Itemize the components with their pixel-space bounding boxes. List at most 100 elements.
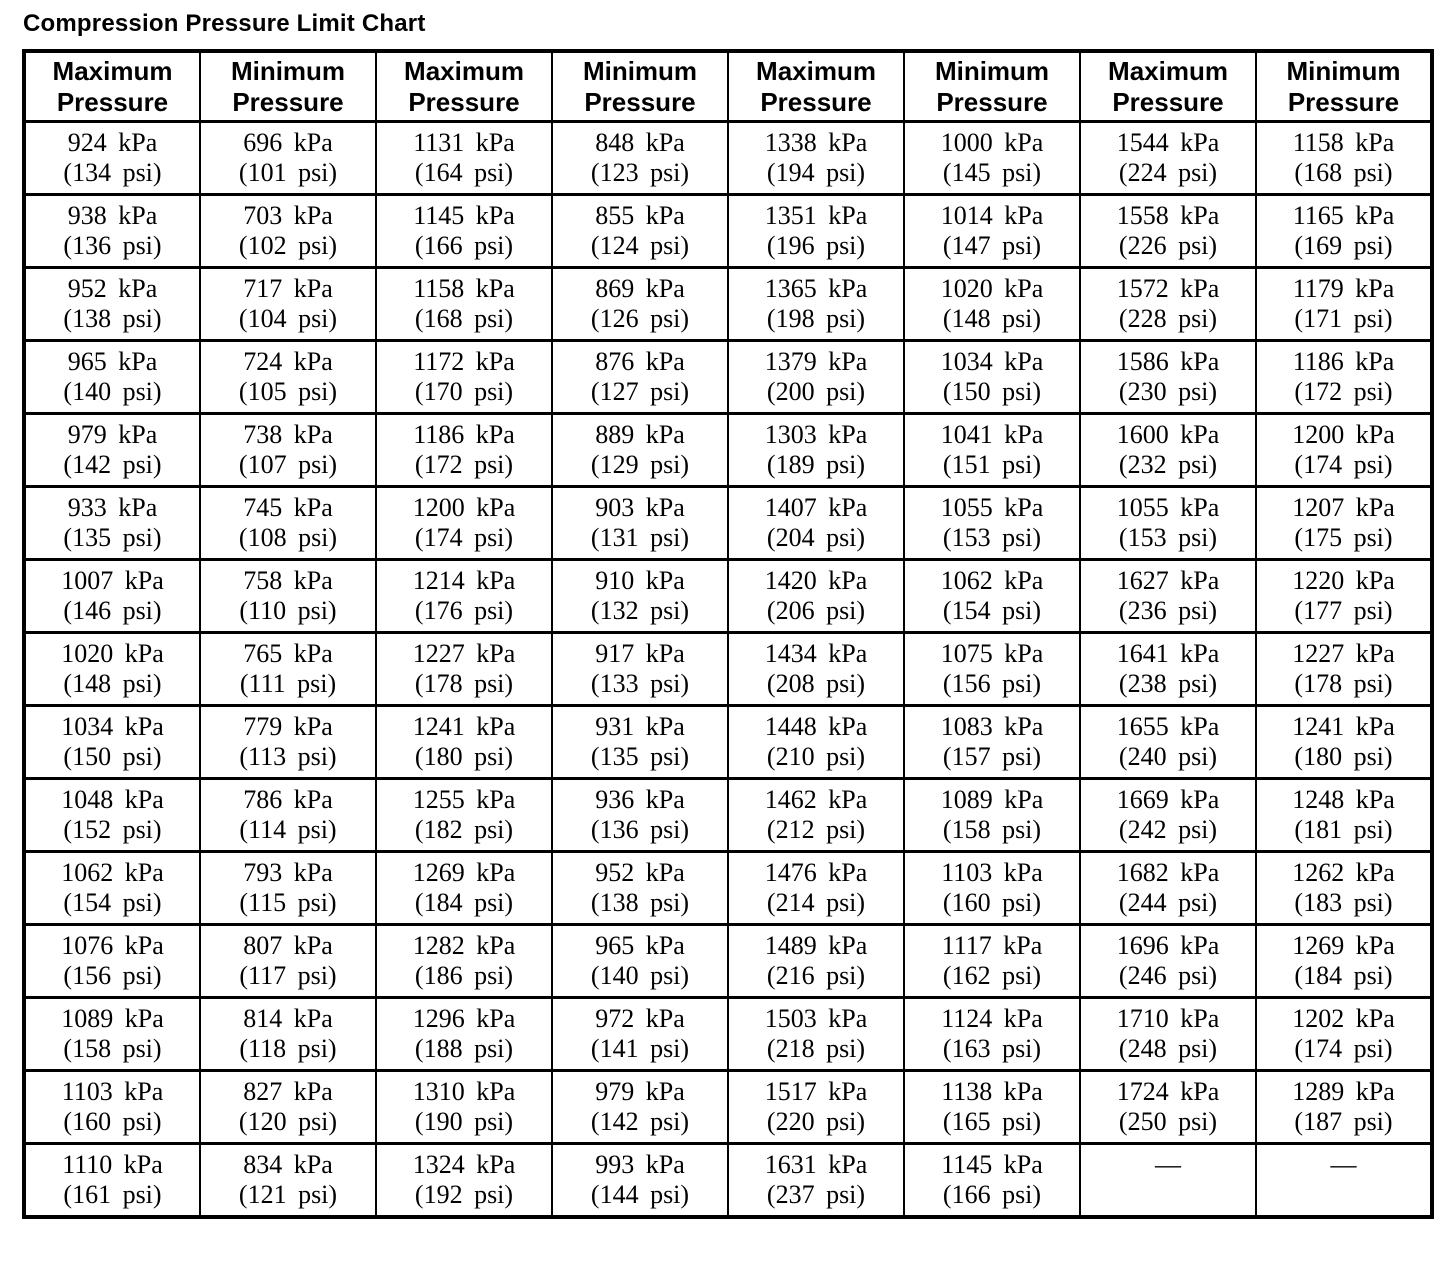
psi-value: (117 psi) (239, 961, 337, 990)
pressure-cell: 1379 kPa (200 psi) (727, 339, 905, 415)
column-header-4: Minimum Pressure (551, 49, 729, 123)
kpa-value: 814 kPa (243, 1004, 333, 1033)
psi-value: (169 psi) (1294, 231, 1393, 260)
psi-value: (157 psi) (942, 742, 1042, 771)
pressure-cell: 1407 kPa (204 psi) (727, 485, 905, 561)
psi-value: (151 psi) (942, 450, 1042, 479)
psi-value: (134 psi) (63, 158, 162, 187)
psi-value: (192 psi) (414, 1180, 514, 1209)
kpa-value: 1248 kPa (1292, 785, 1395, 814)
pressure-cell: 1517 kPa (220 psi) (727, 1069, 905, 1145)
column-header-line1: Maximum (404, 55, 524, 86)
kpa-value: 1020 kPa (61, 639, 164, 668)
pressure-cell: 1365 kPa (198 psi) (727, 266, 905, 342)
pressure-cell: 717 kPa (104 psi) (199, 266, 377, 342)
pressure-cell: 1041 kPa (151 psi) (903, 412, 1081, 488)
pressure-cell: 1014 kPa (147 psi) (903, 193, 1081, 269)
pressure-cell: 889 kPa (129 psi) (551, 412, 729, 488)
kpa-value: 1379 kPa (764, 347, 868, 376)
kpa-value: — (1330, 1150, 1357, 1179)
pressure-cell: 834 kPa (121 psi) (199, 1142, 377, 1219)
psi-value: (140 psi) (63, 377, 162, 406)
kpa-value: 924 kPa (67, 128, 158, 157)
kpa-value: 1434 kPa (764, 639, 868, 668)
kpa-value: 779 kPa (243, 712, 333, 741)
pressure-cell: 1269 kPa (184 psi) (1255, 923, 1433, 999)
psi-value: (158 psi) (942, 815, 1042, 844)
pressure-cell: — (1255, 1142, 1433, 1219)
psi-value: (160 psi) (63, 1107, 162, 1136)
pressure-cell: 910 kPa (132 psi) (551, 558, 729, 634)
kpa-value: 933 kPa (67, 493, 158, 522)
psi-value: (163 psi) (942, 1034, 1042, 1063)
psi-value: (170 psi) (414, 377, 514, 406)
kpa-value: 993 kPa (595, 1150, 685, 1179)
pressure-cell: 1351 kPa (196 psi) (727, 193, 905, 269)
kpa-value: 869 kPa (595, 274, 685, 303)
psi-value: (187 psi) (1294, 1107, 1393, 1136)
psi-value: (141 psi) (590, 1034, 690, 1063)
psi-value: (152 psi) (63, 815, 162, 844)
psi-value: (148 psi) (63, 669, 162, 698)
kpa-value: 952 kPa (595, 858, 685, 887)
pressure-cell: 952 kPa (138 psi) (551, 850, 729, 926)
psi-value: (194 psi) (766, 158, 866, 187)
psi-value: (190 psi) (414, 1107, 514, 1136)
table-row: 1007 kPa (146 psi) 758 kPa (110 psi) 1214 kP… (23, 558, 1433, 634)
psi-value: (147 psi) (942, 231, 1042, 260)
pressure-cell: 1262 kPa (183 psi) (1255, 850, 1433, 926)
pressure-cell: 972 kPa (141 psi) (551, 996, 729, 1072)
table-row: 979 kPa (142 psi) 738 kPa (107 psi) 1186 kPa… (23, 412, 1433, 488)
kpa-value: 1055 kPa (940, 493, 1044, 522)
psi-value: (118 psi) (239, 1034, 337, 1063)
kpa-value: 1220 kPa (1292, 566, 1395, 595)
pressure-cell: 1103 kPa (160 psi) (23, 1069, 201, 1145)
column-header-line2: Pressure (936, 86, 1048, 117)
psi-value: (154 psi) (942, 596, 1042, 625)
pressure-cell: 1724 kPa (250 psi) (1079, 1069, 1257, 1145)
psi-value: (200 psi) (766, 377, 866, 406)
pressure-cell: 979 kPa (142 psi) (23, 412, 201, 488)
pressure-cell: 931 kPa (135 psi) (551, 704, 729, 780)
pressure-cell: 917 kPa (133 psi) (551, 631, 729, 707)
header-row: Maximum Pressure Minimum Pressure Maximum Pre… (23, 49, 1433, 123)
pressure-cell: 1186 kPa (172 psi) (1255, 339, 1433, 415)
psi-value: (166 psi) (414, 231, 514, 260)
kpa-value: 1572 kPa (1116, 274, 1220, 303)
pressure-cell: 1158 kPa (168 psi) (1255, 120, 1433, 196)
kpa-value: 696 kPa (243, 128, 333, 157)
psi-value: (178 psi) (1294, 669, 1393, 698)
psi-value: (140 psi) (590, 961, 690, 990)
pressure-cell: 938 kPa (136 psi) (23, 193, 201, 269)
kpa-value: 1165 kPa (1292, 201, 1395, 230)
kpa-value: 724 kPa (243, 347, 333, 376)
column-header-line2: Pressure (760, 86, 872, 117)
column-header-5: Maximum Pressure (727, 49, 905, 123)
kpa-value: 1655 kPa (1116, 712, 1220, 741)
pressure-cell: 924 kPa (134 psi) (23, 120, 201, 196)
kpa-value: 765 kPa (243, 639, 333, 668)
psi-value: (166 psi) (942, 1180, 1042, 1209)
psi-value: (150 psi) (942, 377, 1042, 406)
psi-value: (248 psi) (1118, 1034, 1218, 1063)
column-header-1: Maximum Pressure (23, 49, 201, 123)
pressure-cell: 827 kPa (120 psi) (199, 1069, 377, 1145)
pressure-cell: 1558 kPa (226 psi) (1079, 193, 1257, 269)
column-header-line1: Minimum (582, 55, 698, 86)
table-row: 1089 kPa (158 psi) 814 kPa (118 psi) 1296 kP… (23, 996, 1433, 1072)
psi-value: (174 psi) (1294, 450, 1393, 479)
kpa-value: 1124 kPa (941, 1004, 1043, 1033)
psi-value: (228 psi) (1118, 304, 1218, 333)
table-row: 952 kPa (138 psi) 717 kPa (104 psi) 1158 kPa… (23, 266, 1433, 342)
psi-value: (175 psi) (1294, 523, 1393, 552)
pressure-cell: 1289 kPa (187 psi) (1255, 1069, 1433, 1145)
psi-value: (115 psi) (239, 888, 337, 917)
kpa-value: 910 kPa (595, 566, 685, 595)
pressure-cell: 1476 kPa (214 psi) (727, 850, 905, 926)
pressure-cell: 1248 kPa (181 psi) (1255, 777, 1433, 853)
psi-value: (132 psi) (590, 596, 690, 625)
pressure-cell: 1048 kPa (152 psi) (23, 777, 201, 853)
pressure-cell: 696 kPa (101 psi) (199, 120, 377, 196)
psi-value: (226 psi) (1118, 231, 1218, 260)
kpa-value: 848 kPa (595, 128, 685, 157)
